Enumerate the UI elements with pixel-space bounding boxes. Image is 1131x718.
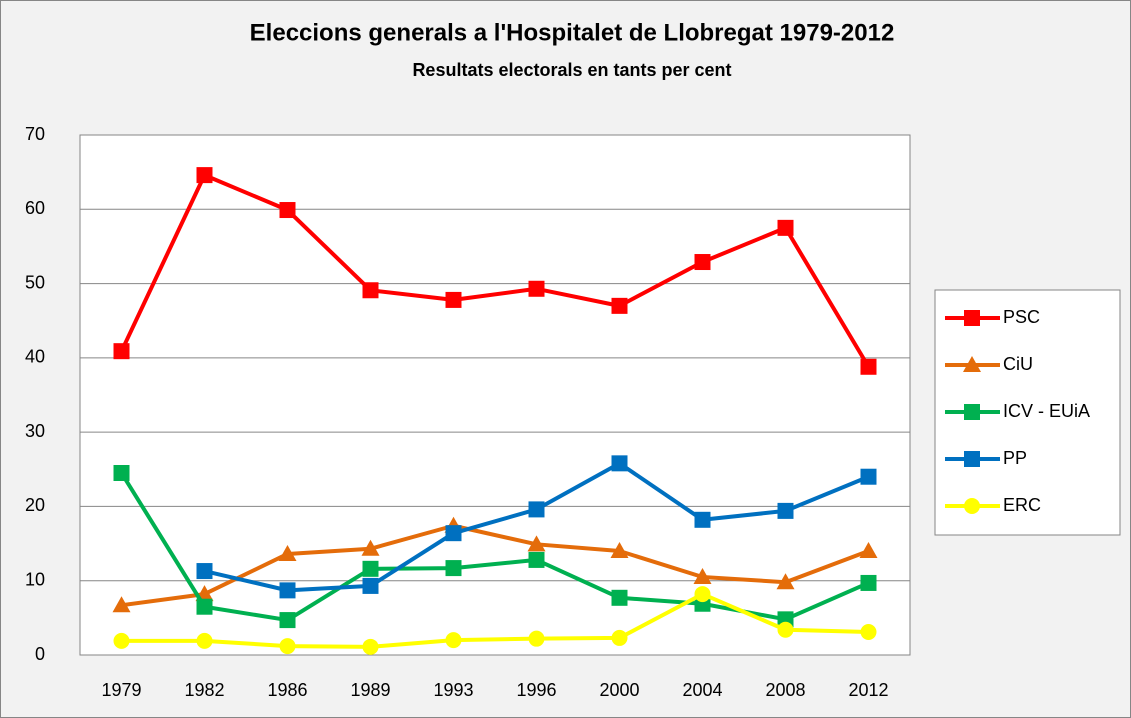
- x-tick-label: 1996: [516, 680, 556, 700]
- plot-area: [79, 134, 911, 656]
- data-point: [777, 621, 794, 638]
- data-point: [528, 630, 545, 647]
- data-point: [610, 542, 629, 558]
- data-point: [693, 568, 712, 584]
- data-point: [445, 632, 462, 649]
- legend-marker: [964, 498, 980, 514]
- data-point: [528, 501, 545, 518]
- x-tick-label: 2004: [682, 680, 722, 700]
- data-point: [196, 598, 213, 615]
- data-point: [279, 612, 296, 629]
- x-tick-label: 2000: [599, 680, 639, 700]
- x-tick-label: 1993: [433, 680, 473, 700]
- legend-marker: [964, 451, 980, 467]
- data-point: [279, 202, 296, 219]
- series-line: [121, 592, 869, 649]
- data-point: [362, 577, 379, 594]
- data-point: [196, 563, 213, 580]
- y-tick-label: 0: [35, 644, 45, 664]
- x-tick-label: 1986: [267, 680, 307, 700]
- y-tick-label: 20: [25, 495, 45, 515]
- data-point: [694, 586, 711, 603]
- legend-marker: [963, 356, 981, 372]
- data-point: [860, 623, 877, 640]
- data-point: [859, 542, 878, 558]
- data-point: [113, 465, 130, 481]
- data-point: [777, 219, 794, 236]
- data-point: [445, 291, 462, 308]
- x-tick-label: 1979: [101, 680, 141, 700]
- y-tick-label: 60: [25, 198, 45, 218]
- data-point: [694, 254, 711, 271]
- data-point: [611, 297, 628, 314]
- data-point: [113, 343, 130, 360]
- data-point: [278, 544, 297, 561]
- chart-title: Eleccions generals a l'Hospitalet de Llo…: [250, 19, 895, 46]
- x-tick-label: 1982: [184, 680, 224, 700]
- chart-subtitle: Resultats electorals en tants per cent: [412, 60, 731, 80]
- data-point: [860, 358, 877, 375]
- y-tick-label: 40: [25, 347, 45, 367]
- data-point: [611, 589, 628, 606]
- data-point: [860, 468, 877, 485]
- y-tick-label: 10: [25, 569, 45, 589]
- x-tick-label: 2008: [765, 680, 805, 700]
- legend-marker: [964, 310, 980, 326]
- legend-label: CiU: [1003, 354, 1033, 374]
- legend-label: ERC: [1003, 495, 1041, 515]
- data-point: [694, 511, 711, 528]
- y-tick-label: 50: [25, 272, 45, 292]
- series-line: [119, 173, 871, 368]
- data-point: [362, 638, 379, 655]
- data-point: [776, 573, 795, 590]
- data-point: [112, 596, 131, 613]
- legend-label: ICV - EUiA: [1003, 401, 1090, 421]
- data-point: [611, 455, 628, 472]
- legend-label: PSC: [1003, 307, 1040, 327]
- data-point: [860, 574, 877, 591]
- data-point: [777, 502, 794, 519]
- data-point: [445, 560, 462, 577]
- legend-marker: [964, 404, 980, 420]
- data-point: [196, 167, 213, 184]
- data-point: [279, 582, 296, 599]
- y-tick-label: 30: [25, 421, 45, 441]
- data-point: [528, 551, 545, 568]
- data-point: [196, 632, 213, 649]
- y-tick-label: 70: [25, 124, 45, 144]
- x-tick-label: 1989: [350, 680, 390, 700]
- series-line: [121, 523, 870, 608]
- data-point: [361, 539, 380, 556]
- data-point: [362, 282, 379, 299]
- x-tick-label: 2012: [848, 680, 888, 700]
- data-point: [527, 535, 546, 552]
- data-point: [528, 280, 545, 297]
- data-point: [362, 560, 379, 577]
- data-point: [113, 632, 130, 649]
- legend-label: PP: [1003, 448, 1027, 468]
- data-point: [611, 629, 628, 646]
- data-point: [445, 525, 462, 542]
- data-point: [279, 638, 296, 655]
